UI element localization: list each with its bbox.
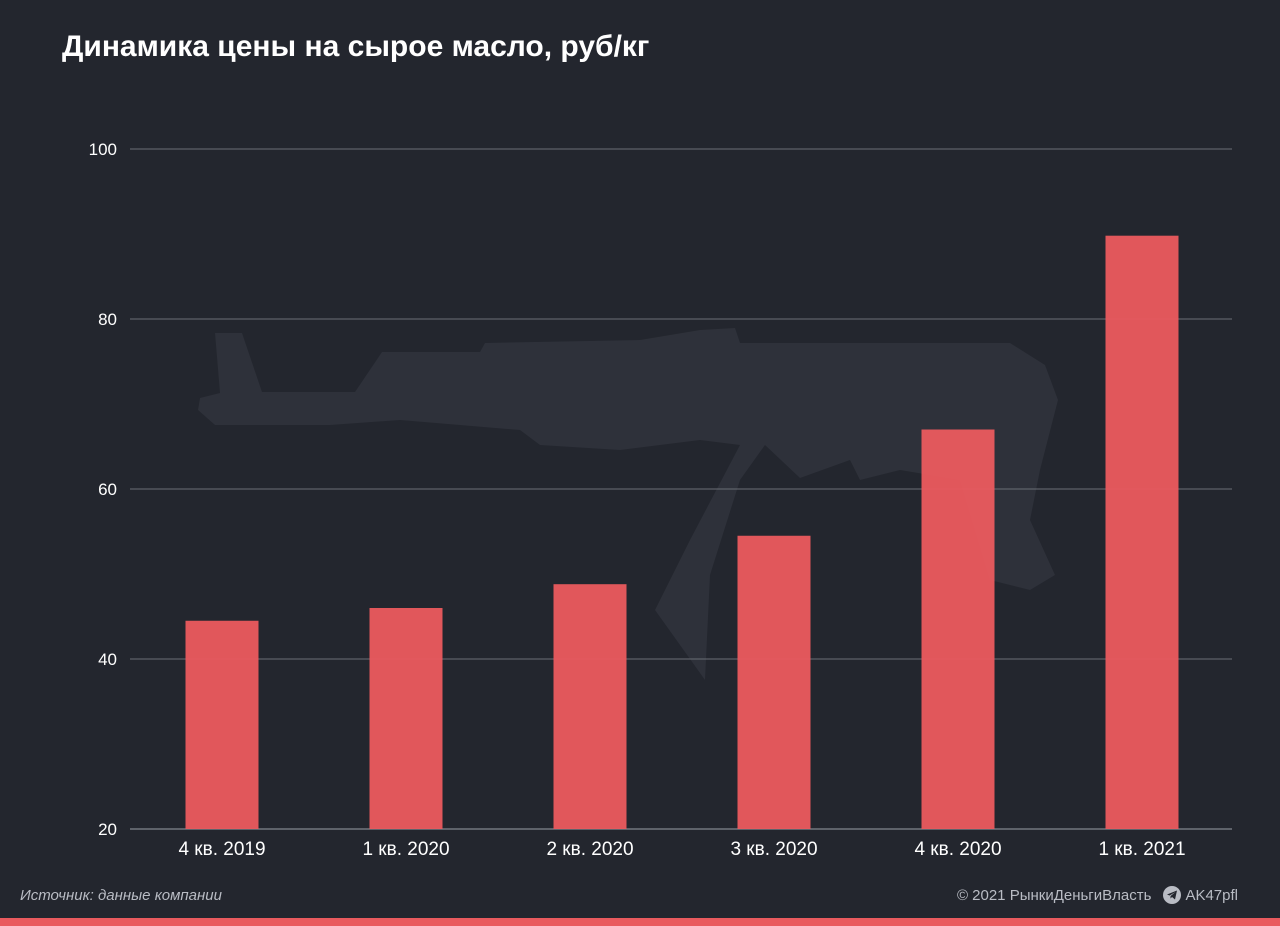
x-tick-label: 4 кв. 2019 [178, 839, 265, 860]
telegram-handle-text: AK47pfl [1185, 886, 1238, 904]
source-note: Источник: данные компании [20, 887, 222, 904]
bar [921, 429, 995, 829]
bar [553, 584, 627, 829]
bar [737, 535, 811, 829]
bottom-accent-stripe [0, 918, 1280, 926]
bar [1105, 235, 1179, 829]
x-tick-label: 2 кв. 2020 [546, 839, 633, 860]
y-tick-label: 100 [89, 140, 117, 159]
y-tick-label: 60 [98, 480, 117, 499]
copyright-text: © 2021 РынкиДеньгиВласть [956, 886, 1152, 904]
chart-title: Динамика цены на сырое масло, руб/кг [62, 30, 650, 63]
footer-credits: © 2021 РынкиДеньгиВласть AK47pfl [957, 886, 1238, 904]
y-tick-label: 80 [98, 310, 117, 329]
rifle-silhouette-icon [198, 328, 1058, 680]
y-tick-label: 40 [98, 650, 117, 669]
x-tick-label: 1 кв. 2021 [1098, 839, 1185, 860]
x-tick-label: 4 кв. 2020 [914, 839, 1001, 860]
bar [369, 608, 443, 829]
y-tick-label: 20 [98, 820, 117, 839]
bar [185, 620, 259, 829]
telegram-icon [1163, 886, 1182, 904]
x-tick-label: 1 кв. 2020 [362, 839, 449, 860]
x-tick-label: 3 кв. 2020 [730, 839, 817, 860]
telegram-handle[interactable]: AK47pfl [1163, 886, 1238, 904]
